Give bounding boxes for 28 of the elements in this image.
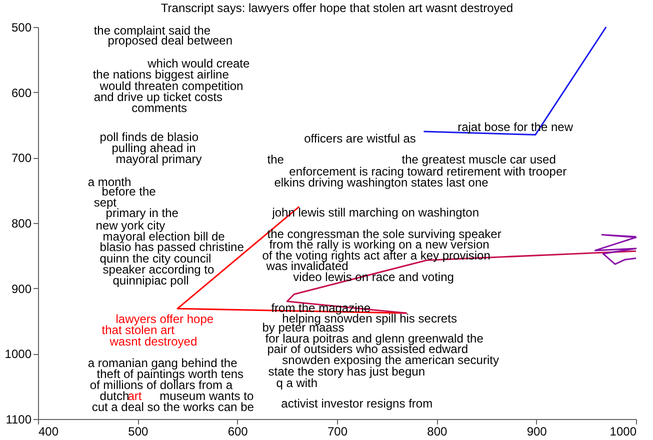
y-tick-label: 1100 [6, 412, 32, 426]
annotation: the greatest muscle car used [402, 152, 556, 167]
x-tick-label: 400 [38, 424, 59, 438]
chart-title: Transcript says: lawyers offer hope that stolen art wasnt destroyed [160, 1, 514, 15]
y-tick-label: 1000 [4, 347, 32, 362]
annotation: the [267, 152, 284, 167]
annotation: snowden exposing the american security [282, 353, 499, 368]
x-tick-label: 500 [128, 424, 148, 438]
y-tick-label: 800 [11, 216, 32, 230]
y-tick-label: 700 [11, 151, 32, 166]
annotation: lawyers offer hope [116, 312, 214, 326]
annotation: wasnt destroyed [108, 334, 198, 348]
x-tick-label: 600 [228, 424, 248, 438]
annotation: new york city [96, 218, 166, 233]
x-tick-label: 900 [526, 424, 548, 438]
y-tick-label: 500 [11, 20, 32, 34]
y-tick-label: 600 [11, 86, 32, 100]
annotation: officers are wistful as [304, 132, 416, 146]
x-tick-label: 1000 [610, 424, 637, 438]
annotation: a romanian gang behind the [88, 356, 238, 370]
line-series [594, 234, 637, 265]
y-tick-label: 900 [11, 282, 32, 296]
x-tick-label: 700 [327, 424, 348, 438]
x-tick-label: 800 [427, 424, 448, 438]
annotation: sept [94, 196, 118, 210]
annotation: q a with [276, 376, 318, 390]
annotation: quinnipiac poll [112, 273, 189, 288]
annotation: activist investor resigns from [281, 396, 433, 410]
